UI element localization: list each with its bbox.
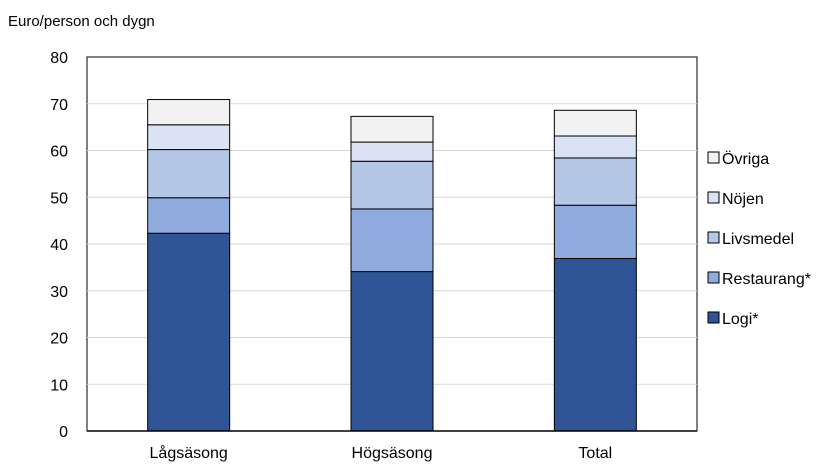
y-tick-label: 50 bbox=[50, 190, 68, 207]
legend: Övriga Nöjen Livsmedel Restaurang* Logi* bbox=[708, 150, 811, 328]
bar-segment-nöjen bbox=[148, 125, 230, 150]
legend-swatch bbox=[708, 192, 719, 203]
y-tick-label: 0 bbox=[59, 424, 68, 441]
y-tick-label: 70 bbox=[50, 97, 68, 114]
y-tick-label: 40 bbox=[50, 237, 68, 254]
legend-label: Restaurang* bbox=[722, 271, 811, 288]
bar-segment-restaurang bbox=[148, 198, 230, 234]
legend-label: Logi* bbox=[722, 311, 758, 328]
legend-label: Nöjen bbox=[722, 191, 764, 208]
bar-segment-logi bbox=[148, 233, 230, 431]
legend-label: Livsmedel bbox=[722, 231, 794, 248]
bar-segment-livsmedel bbox=[148, 150, 230, 198]
bar-segment-livsmedel bbox=[351, 161, 433, 209]
bar-layer bbox=[148, 100, 637, 431]
y-tick-label: 20 bbox=[50, 331, 68, 348]
y-axis-label: Euro/person och dygn bbox=[8, 13, 155, 30]
bar-segment-övriga bbox=[351, 116, 433, 142]
y-tick-label: 80 bbox=[50, 50, 68, 67]
x-tick-label: Total bbox=[578, 445, 612, 462]
x-tick-label: Högsäsong bbox=[352, 445, 433, 462]
y-tick-label: 60 bbox=[50, 144, 68, 161]
bar-segment-restaurang bbox=[554, 205, 636, 258]
x-tick-label: Lågsäsong bbox=[150, 444, 228, 462]
legend-swatch bbox=[708, 312, 719, 323]
bar-segment-övriga bbox=[148, 100, 230, 125]
bar-segment-nöjen bbox=[554, 136, 636, 158]
y-tick-label: 30 bbox=[50, 284, 68, 301]
y-tick-label: 10 bbox=[50, 377, 68, 394]
legend-swatch bbox=[708, 272, 719, 283]
bar-segment-övriga bbox=[554, 110, 636, 136]
bar-segment-logi bbox=[351, 272, 433, 431]
bar-segment-restaurang bbox=[351, 209, 433, 272]
bar-segment-logi bbox=[554, 258, 636, 431]
legend-label: Övriga bbox=[722, 150, 769, 168]
bar-segment-livsmedel bbox=[554, 158, 636, 205]
legend-swatch bbox=[708, 152, 719, 163]
legend-swatch bbox=[708, 232, 719, 243]
bar-segment-nöjen bbox=[351, 142, 433, 161]
